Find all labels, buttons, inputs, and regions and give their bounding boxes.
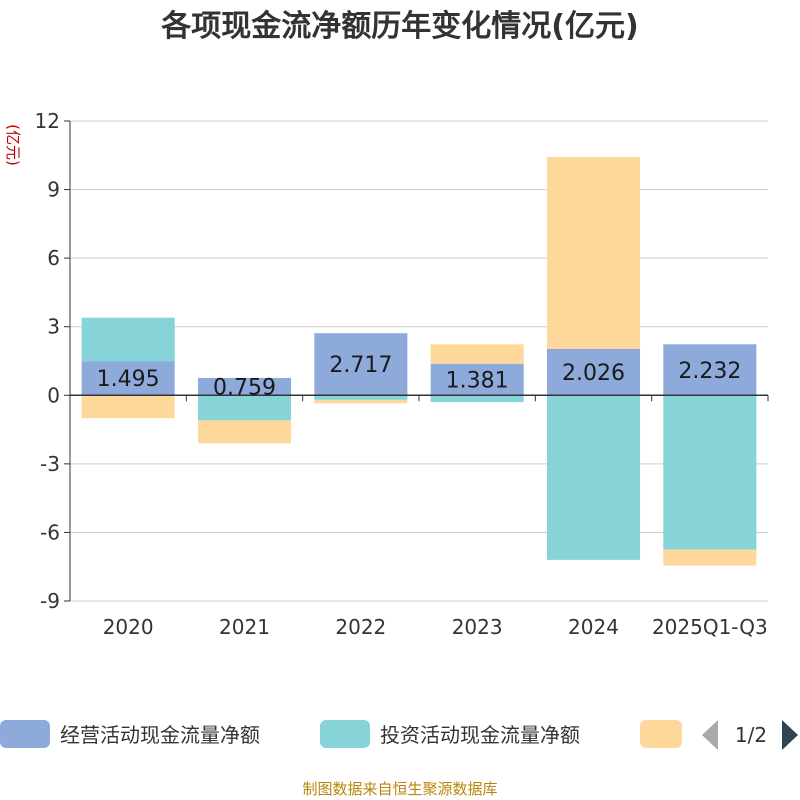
x-tick-label: 2024 — [568, 615, 619, 639]
y-tick-label: 12 — [35, 109, 60, 133]
bar-2025Q1-Q3-series-2[interactable] — [663, 395, 757, 550]
data-label-2022: 2.717 — [329, 353, 392, 378]
data-label-2023: 1.381 — [446, 369, 509, 394]
axes: 12 9 6 3 0 -3 -6 -9 2020 2021 2022 2023 2024 2025Q1-Q… — [35, 109, 769, 639]
y-tick-label: -9 — [40, 589, 60, 613]
x-tick-label: 2021 — [219, 615, 270, 639]
x-tick-label: 2023 — [452, 615, 503, 639]
data-label-2025Q1-Q3: 2.232 — [678, 359, 741, 384]
y-tick-label: 0 — [47, 383, 60, 407]
y-tick-label: 6 — [47, 246, 60, 270]
legend-label-operating[interactable]: 经营活动现金流量净额 — [60, 723, 260, 747]
bar-2021-series-2[interactable] — [197, 395, 292, 421]
y-tick-label: 9 — [47, 178, 60, 202]
bar-2025Q1-Q3-series-1[interactable] — [663, 344, 757, 396]
data-label-2021: 0.759 — [213, 376, 276, 401]
legend: 经营活动现金流量净额 投资活动现金流量净额 1/2 — [0, 720, 798, 750]
data-label-2024: 2.026 — [562, 361, 625, 386]
bar-2022-series-2[interactable] — [314, 395, 408, 400]
data-labels: 1.495 0.759 2.717 1.381 2.026 2.232 — [97, 353, 742, 400]
y-tick-label: 3 — [47, 315, 60, 339]
y-tick-label: -6 — [40, 520, 60, 544]
bar-2021-series-3[interactable] — [197, 420, 292, 444]
legend-swatch-investing[interactable] — [320, 720, 370, 748]
bar-2024-series-3[interactable] — [546, 156, 641, 349]
y-axis-unit: (亿元) — [4, 124, 22, 166]
legend-page-indicator: 1/2 — [735, 723, 767, 747]
bar-2023-series-1[interactable] — [430, 363, 524, 396]
bar-2020-series-2[interactable] — [81, 317, 175, 362]
bar-2023-series-3[interactable] — [430, 344, 524, 364]
chart-title: 各项现金流净额历年变化情况(亿元) — [160, 9, 638, 44]
bar-2020-series-3[interactable] — [81, 395, 175, 419]
y-tick-label: -3 — [40, 452, 60, 476]
data-source-note: 制图数据来自恒生聚源数据库 — [302, 780, 497, 798]
bar-2024-series-1[interactable] — [546, 348, 641, 396]
bar-2023-series-2[interactable] — [430, 395, 524, 403]
bars — [81, 156, 757, 566]
data-label-2020: 1.495 — [97, 367, 160, 392]
x-tick-label: 2020 — [103, 615, 154, 639]
legend-swatch-operating[interactable] — [0, 720, 50, 748]
bar-2022-series-1[interactable] — [314, 333, 408, 396]
legend-swatch-financing[interactable] — [640, 720, 682, 748]
bar-2025Q1-Q3-series-3[interactable] — [663, 549, 757, 566]
legend-prev-page-icon[interactable] — [702, 720, 718, 750]
bar-2024-series-2[interactable] — [546, 395, 641, 560]
bar-2022-series-3[interactable] — [314, 399, 408, 404]
bar-2020-series-1[interactable] — [81, 361, 175, 396]
x-tick-label: 2025Q1-Q3 — [652, 615, 768, 639]
grid-lines — [70, 120, 768, 602]
x-tick-label: 2022 — [335, 615, 386, 639]
legend-label-investing[interactable]: 投资活动现金流量净额 — [380, 723, 580, 747]
bar-2021-series-1[interactable] — [197, 377, 292, 396]
legend-next-page-icon[interactable] — [782, 720, 798, 750]
